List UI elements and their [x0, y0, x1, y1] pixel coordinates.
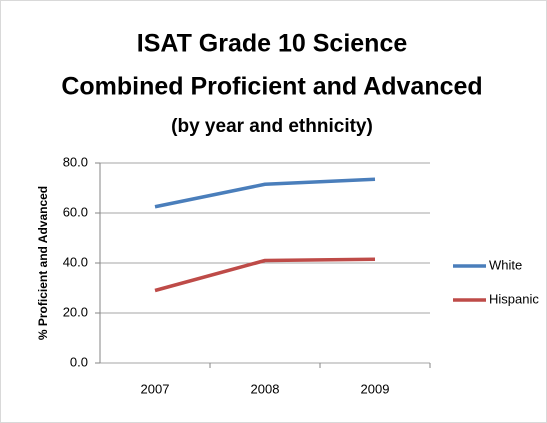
x-tick-label: 2007	[141, 381, 170, 396]
x-tick-label: 2009	[361, 381, 390, 396]
y-tick-label: 20.0	[63, 304, 88, 319]
y-tick-label: 0.0	[70, 354, 88, 369]
y-tick-label: 80.0	[63, 154, 88, 169]
chart-title: ISAT Grade 10 Science	[137, 30, 408, 58]
legend-label: White	[489, 257, 522, 272]
line-series	[154, 177, 376, 209]
line-series	[154, 257, 376, 293]
x-tick-label: 2008	[251, 381, 280, 396]
y-tick-label: 40.0	[63, 254, 88, 269]
legend-label: Hispanic	[489, 291, 539, 306]
chart-subtitle: Combined Proficient and Advanced	[61, 73, 482, 101]
y-tick-label: 60.0	[63, 204, 88, 219]
y-axis-label: % Proficient and Advanced	[36, 186, 50, 340]
chart-subtitle: (by year and ethnicity)	[171, 116, 373, 137]
